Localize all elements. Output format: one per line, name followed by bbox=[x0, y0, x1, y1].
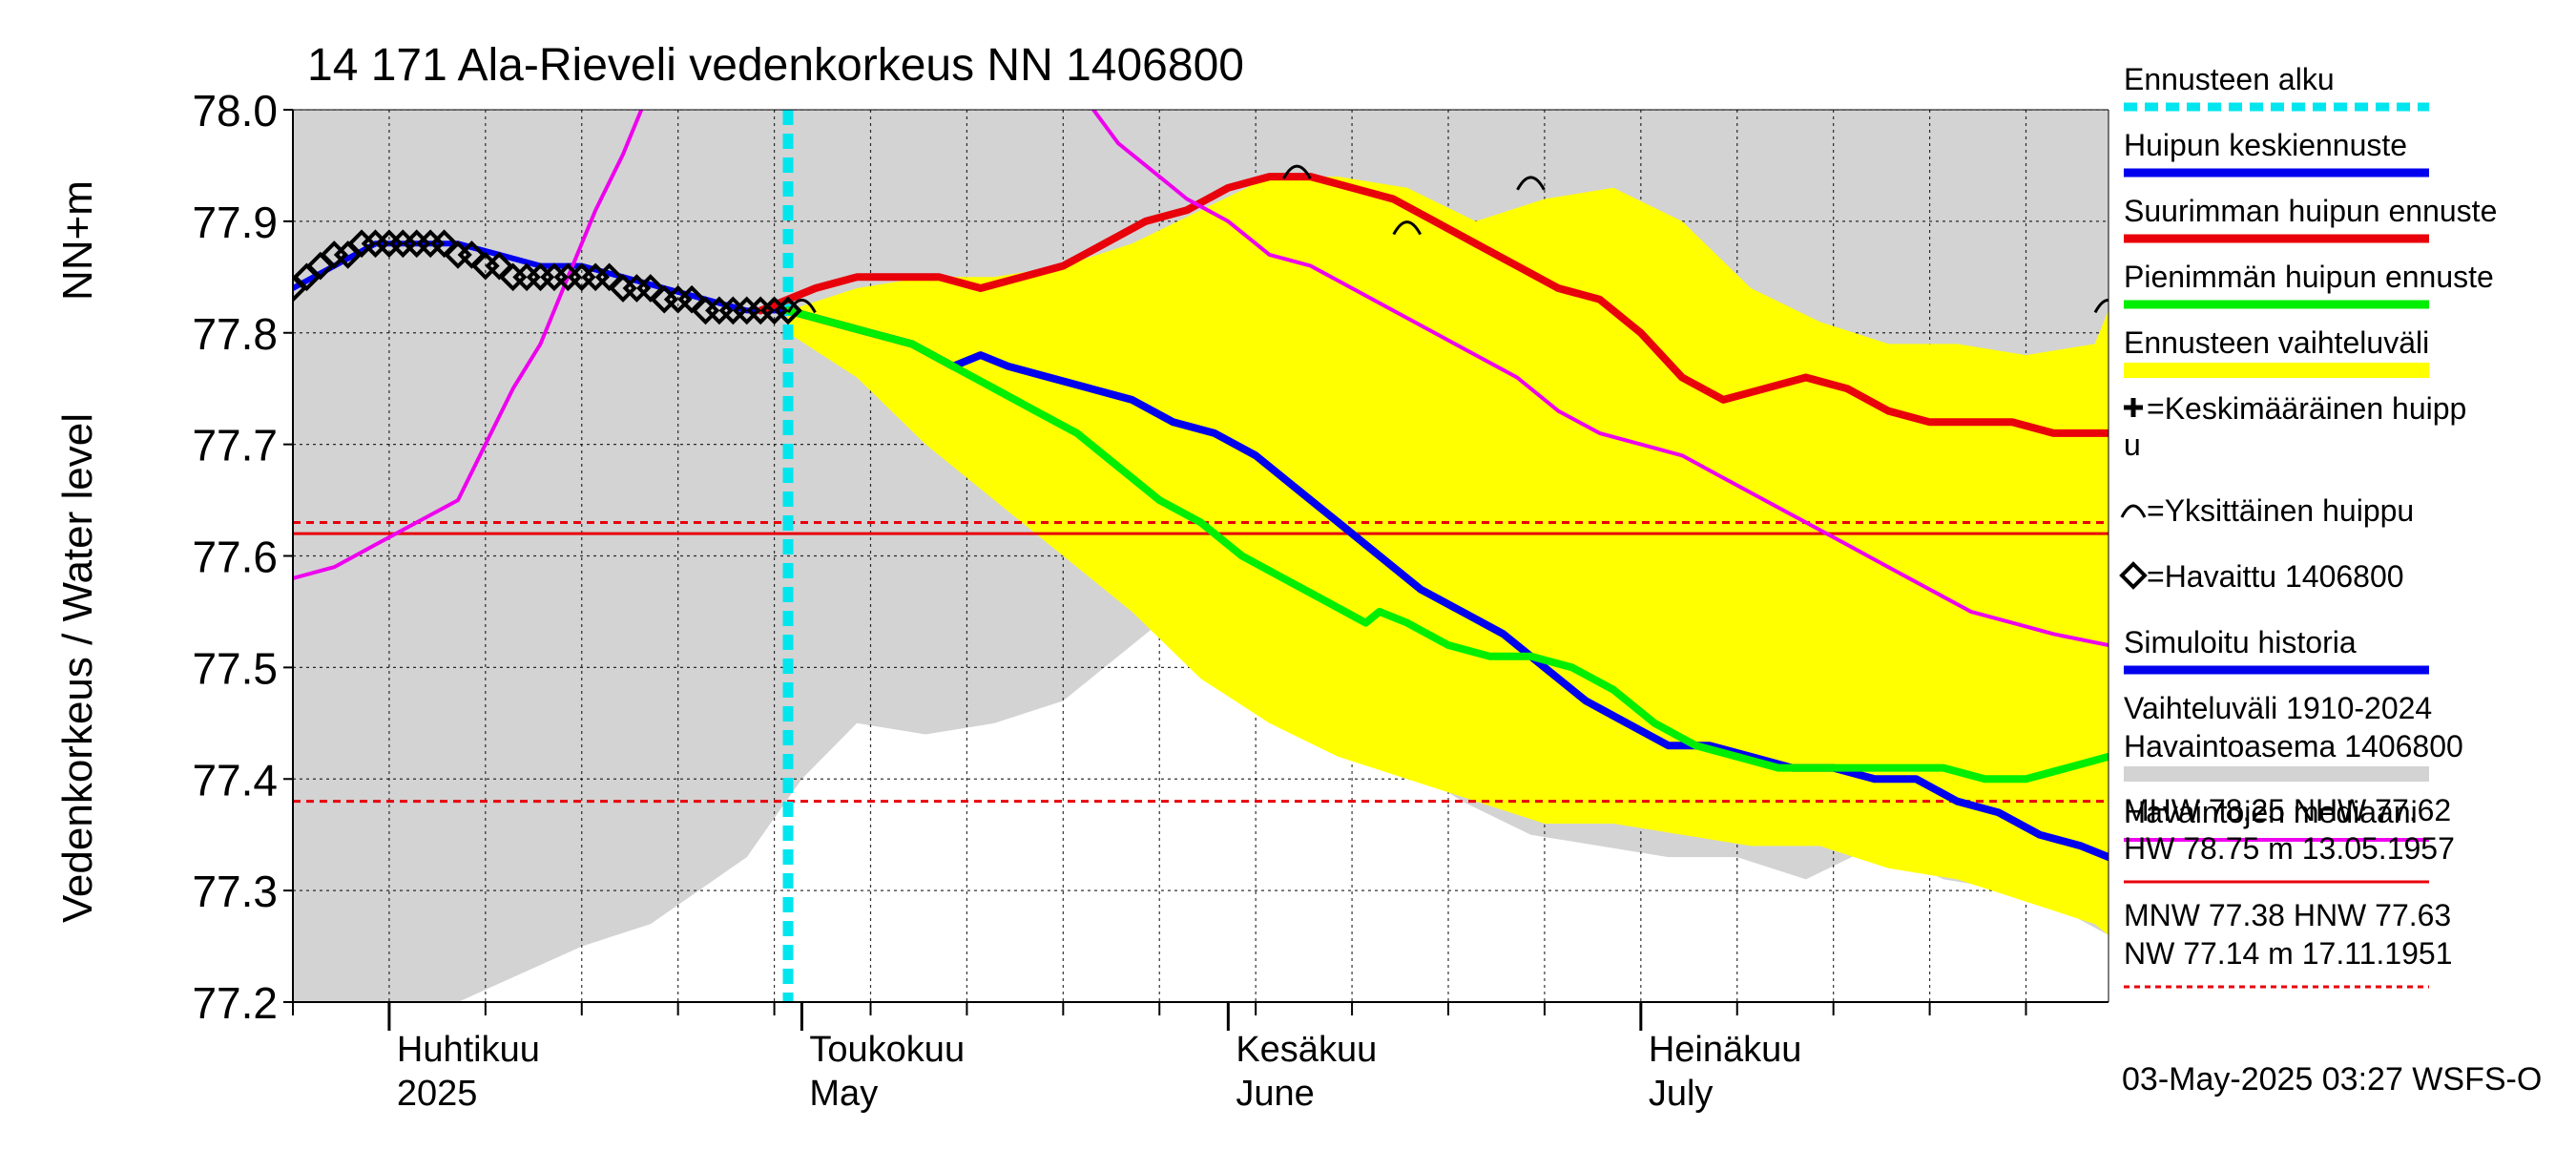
x-month-label-fi: Kesäkuu bbox=[1236, 1030, 1377, 1070]
legend-plus-icon bbox=[2124, 398, 2143, 417]
y-tick-label: 77.2 bbox=[192, 978, 278, 1028]
single-peak-marker bbox=[1392, 220, 1423, 236]
x-month-label-en: July bbox=[1649, 1074, 1714, 1114]
legend-label: =Yksittäinen huippu bbox=[2147, 493, 2414, 528]
series-suurimman-huipun-ennuste bbox=[757, 173, 2109, 437]
legend-item-10: Havaintojen mediaani bbox=[2124, 795, 2429, 842]
legend-swatch bbox=[2124, 363, 2429, 378]
legend-item-0: Ennusteen alku bbox=[2124, 62, 2429, 112]
y-tick-label: 78.0 bbox=[192, 86, 278, 136]
y-tick-label: 77.5 bbox=[192, 643, 278, 693]
legend-label: Pienimmän huipun ennuste bbox=[2124, 260, 2494, 294]
single-peak-marker bbox=[1282, 164, 1312, 179]
single-peak-marker bbox=[787, 298, 817, 314]
y-tick-label: 77.9 bbox=[192, 198, 278, 247]
x-month-label-fi: Toukokuu bbox=[809, 1030, 965, 1070]
y-tick-label: 77.3 bbox=[192, 867, 278, 916]
plot-content bbox=[293, 110, 2109, 1002]
legend-item-1: Huipun keskiennuste bbox=[2124, 128, 2429, 178]
x-month-label-en: June bbox=[1236, 1074, 1314, 1114]
legend-label: Vaihteluväli 1910-2024 bbox=[2124, 691, 2432, 725]
legend-diamond-icon bbox=[2119, 561, 2148, 590]
legend-stats-low: MNW 77.38 HNW 77.63 NW 77.14 m 17.11.1951 bbox=[2124, 898, 2453, 989]
legend-label: Ennusteen vaihteluväli bbox=[2124, 325, 2429, 360]
legend-stats-high-line: HW 78.75 m 13.05.1957 bbox=[2124, 831, 2455, 866]
y-tick-label: 77.6 bbox=[192, 533, 278, 582]
legend-item-9: Vaihteluväli 1910-2024 Havaintoasema 140… bbox=[2124, 691, 2463, 782]
footer-timestamp: 03-May-2025 03:27 WSFS-O bbox=[2122, 1061, 2542, 1098]
legend-item-5: =Keskimääräinen huippu bbox=[2124, 391, 2466, 462]
legend-swatch bbox=[2124, 766, 2429, 782]
legend-item-2: Suurimman huipun ennuste bbox=[2124, 194, 2497, 243]
legend-label: Havaintojen mediaani bbox=[2124, 795, 2418, 829]
legend-item-7: =Havaittu 1406800 bbox=[2119, 559, 2404, 594]
legend-label: =Keskimääräinen huipp bbox=[2147, 391, 2466, 426]
x-month-label-en: 2025 bbox=[397, 1074, 478, 1114]
y-axis-label: Vedenkorkeus / Water level bbox=[54, 413, 101, 923]
single-peak-marker bbox=[2093, 298, 2109, 314]
series-havaintojen-mediaani bbox=[293, 110, 2109, 647]
legend-item-6: =Yksittäinen huippu bbox=[2120, 493, 2414, 528]
forecast-range-band bbox=[788, 177, 2109, 935]
legend-stats-high: MHW 78.25 NHW 77.62 HW 78.75 m 13.05.1957 bbox=[2124, 793, 2455, 884]
legend-arc-icon bbox=[2120, 504, 2147, 518]
y-tick-label: 77.4 bbox=[192, 755, 278, 805]
legend-stats-low-line: MNW 77.38 HNW 77.63 bbox=[2124, 898, 2451, 932]
legend-label: =Havaittu 1406800 bbox=[2147, 559, 2404, 594]
legend-label-continued: Havaintoasema 1406800 bbox=[2124, 729, 2463, 763]
x-month-label-fi: Huhtikuu bbox=[397, 1030, 540, 1070]
legend-item-4: Ennusteen vaihteluväli bbox=[2124, 325, 2429, 378]
legend: Ennusteen alku Huipun keskiennuste Suurimm… bbox=[2119, 62, 2497, 989]
legend-label: Simuloitu historia bbox=[2124, 625, 2357, 659]
series-pienimm-n-huipun-ennuste bbox=[784, 306, 2109, 784]
legend-item-3: Pienimmän huipun ennuste bbox=[2124, 260, 2494, 309]
legend-item-8: Simuloitu historia bbox=[2124, 625, 2429, 675]
y-axis-unit: NN+m bbox=[54, 180, 101, 301]
legend-label: Huipun keskiennuste bbox=[2124, 128, 2407, 162]
legend-stats-high-line: MHW 78.25 NHW 77.62 bbox=[2124, 793, 2451, 827]
legend-label-continued: u bbox=[2124, 428, 2141, 462]
observed-point bbox=[774, 296, 802, 325]
chart-title: 14 171 Ala-Rieveli vedenkorkeus NN 14068… bbox=[307, 40, 1244, 91]
legend-stats-low-line: NW 77.14 m 17.11.1951 bbox=[2124, 936, 2453, 971]
y-tick-label: 77.8 bbox=[192, 309, 278, 359]
x-month-label-fi: Heinäkuu bbox=[1649, 1030, 1802, 1070]
legend-label: Ennusteen alku bbox=[2124, 62, 2335, 96]
plot-area bbox=[293, 110, 2109, 1002]
x-month-label-en: May bbox=[809, 1074, 878, 1114]
legend-label: Suurimman huipun ennuste bbox=[2124, 194, 2497, 228]
axes: 77.2 77.3 77.4 77.5 77.6 77.7 77.8 77.9 78.0 Huht… bbox=[192, 86, 2109, 1114]
y-tick-label: 77.7 bbox=[192, 421, 278, 470]
single-peak-marker bbox=[1516, 176, 1546, 191]
series-huipun-keskiennuste bbox=[784, 306, 2109, 862]
